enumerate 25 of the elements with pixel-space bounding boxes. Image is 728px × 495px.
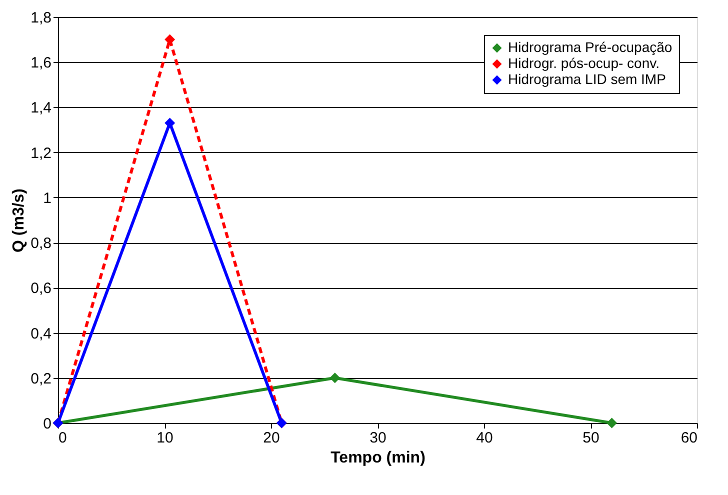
x-tick-label: 60 [680,430,698,446]
y-tick-label: 1,8 [30,10,52,26]
x-tick-label: 40 [476,430,493,446]
point [606,418,618,428]
point [330,372,340,384]
y-tick-label: 0,8 [30,235,52,252]
y-tick-label: 1,4 [30,100,52,117]
legend-label: Hidrogr. pós-ocup- conv. [508,55,660,71]
x-tick-label: 0 [58,430,67,446]
x-tick-label: 10 [156,430,174,446]
x-tick-label: 20 [263,430,280,446]
point [164,118,176,128]
y-tick-label: 0 [43,416,52,432]
y-tick-label: 1,6 [30,54,52,72]
y-tick-label: 0,4 [30,325,52,342]
x-tick-label: 50 [582,430,600,446]
y-tick-label: 1,2 [30,144,52,162]
legend-label: Hidrograma LID sem IMP [508,71,666,87]
x-tick-label: 30 [370,430,386,446]
y-axis-title: Q (m3/s) [10,188,28,253]
y-tick-label: 0,2 [30,370,52,388]
x-axis-title: Tempo (min) [330,450,426,466]
y-tick-label: 0,6 [30,280,52,298]
y-tick-label: 1 [43,190,52,207]
legend-label: Hidrograma Pré-ocupação [508,39,672,55]
